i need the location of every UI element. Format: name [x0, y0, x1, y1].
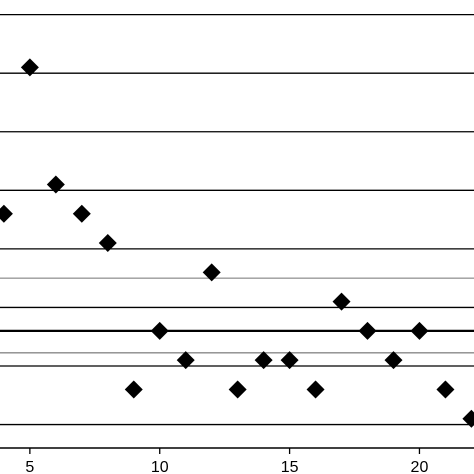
data-point-7: [150, 321, 169, 340]
data-point-3: [46, 175, 65, 194]
data-point-19: [462, 409, 474, 428]
x-tick-label-5: 5: [25, 459, 34, 474]
data-point-6: [124, 380, 143, 399]
horizontal-lines: [0, 13, 474, 426]
x-tick-label-10: 10: [151, 459, 169, 474]
data-point-12: [280, 351, 299, 370]
data-point-14: [332, 292, 351, 311]
x-axis: 5 10 15 20: [0, 447, 474, 474]
data-point-5: [98, 234, 117, 253]
x-tick-label-15: 15: [281, 459, 299, 474]
data-point-8: [176, 351, 195, 370]
data-point-2: [20, 58, 39, 77]
data-points: [0, 58, 474, 428]
data-point-18: [436, 380, 455, 399]
data-point-17: [410, 321, 429, 340]
data-point-1: [0, 204, 13, 223]
data-point-9: [202, 263, 221, 282]
data-point-15: [358, 321, 377, 340]
data-point-10: [228, 380, 247, 399]
data-point-4: [72, 204, 91, 223]
x-tick-label-20: 20: [411, 459, 429, 474]
data-point-11: [254, 351, 273, 370]
data-point-16: [384, 351, 403, 370]
data-point-13: [306, 380, 325, 399]
